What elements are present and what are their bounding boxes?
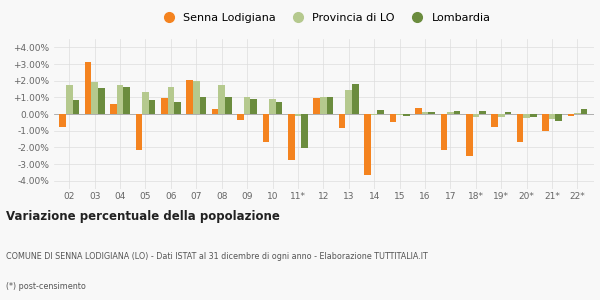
- Bar: [225, 97, 232, 114]
- Bar: [263, 114, 269, 142]
- Bar: [250, 99, 257, 114]
- Bar: [193, 81, 200, 114]
- Bar: [371, 114, 377, 115]
- Bar: [498, 114, 505, 117]
- Bar: [568, 114, 574, 116]
- Bar: [269, 99, 276, 114]
- Bar: [523, 114, 530, 118]
- Bar: [301, 114, 308, 148]
- Bar: [542, 114, 549, 131]
- Bar: [187, 80, 193, 114]
- Bar: [288, 114, 295, 160]
- Bar: [364, 114, 371, 175]
- Text: Variazione percentuale della popolazione: Variazione percentuale della popolazione: [6, 210, 280, 223]
- Bar: [218, 85, 225, 114]
- Bar: [491, 114, 498, 127]
- Bar: [117, 85, 124, 114]
- Bar: [295, 114, 301, 116]
- Bar: [59, 114, 66, 127]
- Bar: [556, 114, 562, 121]
- Bar: [320, 97, 326, 114]
- Bar: [212, 109, 218, 114]
- Bar: [466, 114, 473, 156]
- Bar: [110, 104, 117, 114]
- Bar: [136, 114, 142, 150]
- Bar: [98, 88, 104, 114]
- Bar: [326, 97, 333, 114]
- Bar: [313, 98, 320, 114]
- Bar: [124, 87, 130, 114]
- Text: COMUNE DI SENNA LODIGIANA (LO) - Dati ISTAT al 31 dicembre di ogni anno - Elabor: COMUNE DI SENNA LODIGIANA (LO) - Dati IS…: [6, 252, 428, 261]
- Bar: [505, 112, 511, 114]
- Legend: Senna Lodigiana, Provincia di LO, Lombardia: Senna Lodigiana, Provincia di LO, Lombar…: [153, 9, 495, 27]
- Bar: [447, 112, 454, 114]
- Bar: [581, 109, 587, 114]
- Bar: [403, 114, 410, 116]
- Bar: [352, 84, 359, 114]
- Bar: [389, 114, 396, 122]
- Bar: [574, 113, 581, 114]
- Text: (*) post-censimento: (*) post-censimento: [6, 282, 86, 291]
- Bar: [473, 114, 479, 116]
- Bar: [415, 108, 422, 114]
- Bar: [377, 110, 384, 114]
- Bar: [167, 87, 174, 114]
- Bar: [428, 112, 435, 114]
- Bar: [85, 61, 91, 114]
- Bar: [142, 92, 149, 114]
- Bar: [149, 100, 155, 114]
- Bar: [530, 114, 536, 116]
- Bar: [91, 82, 98, 114]
- Bar: [440, 114, 447, 150]
- Bar: [549, 114, 556, 119]
- Bar: [396, 114, 403, 115]
- Bar: [66, 85, 73, 114]
- Bar: [479, 111, 486, 114]
- Bar: [422, 112, 428, 114]
- Bar: [346, 90, 352, 114]
- Bar: [161, 98, 167, 114]
- Bar: [339, 114, 346, 128]
- Bar: [237, 114, 244, 120]
- Bar: [244, 97, 250, 114]
- Bar: [73, 100, 79, 114]
- Bar: [517, 114, 523, 142]
- Bar: [454, 111, 460, 114]
- Bar: [200, 97, 206, 114]
- Bar: [276, 101, 283, 114]
- Bar: [174, 101, 181, 114]
